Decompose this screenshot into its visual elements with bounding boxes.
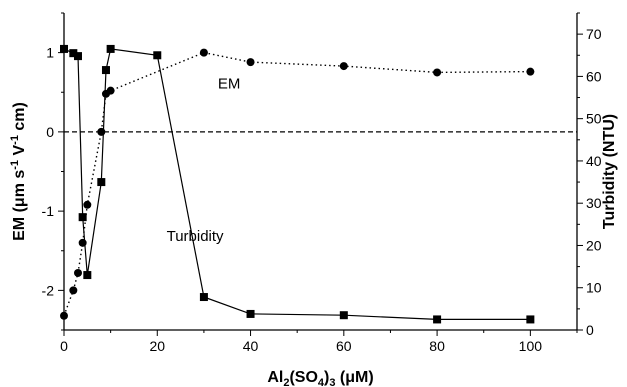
left-axis-title-part: V xyxy=(11,145,28,160)
turbidity-point xyxy=(339,311,348,320)
left-tick-label: -2 xyxy=(42,282,55,298)
right-tick-label: 70 xyxy=(586,26,602,42)
x-axis-title-part: 4 xyxy=(318,377,325,387)
right-tick-label: 20 xyxy=(586,237,602,253)
right-tick-label: 60 xyxy=(586,68,602,84)
turbidity-point xyxy=(69,49,78,58)
em-point xyxy=(69,286,78,295)
right-tick-label: 40 xyxy=(586,153,602,169)
x-tick-label: 20 xyxy=(149,338,165,354)
x-tick-label: 80 xyxy=(429,338,445,354)
x-tick-label: 40 xyxy=(243,338,259,354)
left-tick-label: -1 xyxy=(42,203,55,219)
turbidity-point xyxy=(78,213,87,222)
turbidity-point xyxy=(199,293,208,302)
axes xyxy=(58,12,583,336)
right-tick-label: 0 xyxy=(586,322,594,338)
left-axis-title: EM (μm s-1 V-1 cm) xyxy=(9,102,28,241)
left-tick-label: 0 xyxy=(46,124,54,140)
turbidity-point xyxy=(60,44,68,53)
em-point xyxy=(433,68,442,77)
turbidity-point xyxy=(246,309,255,318)
em-point xyxy=(339,62,348,71)
left-tick-label: 1 xyxy=(46,45,54,61)
right-tick-label: 50 xyxy=(586,111,602,127)
em-point xyxy=(526,67,535,76)
left-axis-title-part: -1 xyxy=(9,135,21,145)
turbidity-point xyxy=(433,315,442,324)
x-tick-label: 0 xyxy=(60,338,68,354)
turbidity-point xyxy=(106,44,115,53)
turbidity-point xyxy=(83,271,92,280)
em-point xyxy=(246,58,255,67)
annotation-em: EM xyxy=(218,75,241,92)
em-point xyxy=(83,200,92,209)
turbidity-line xyxy=(63,48,531,320)
right-tick-label: 30 xyxy=(586,195,602,211)
series xyxy=(60,44,535,324)
em-point xyxy=(60,311,68,320)
left-axis-title-part: -1 xyxy=(9,160,21,170)
x-axis-title-part: (μM) xyxy=(335,369,373,386)
right-tick-label: 10 xyxy=(586,280,602,296)
x-tick-label: 100 xyxy=(519,338,543,354)
right-axis-title: Turbidity (NTU) xyxy=(601,114,618,229)
turbidity-point xyxy=(526,315,535,324)
em-point xyxy=(106,86,115,95)
turbidity-point xyxy=(101,66,110,75)
turbidity-point xyxy=(73,52,82,61)
left-axis-title-part: EM (μm s xyxy=(11,170,28,241)
em-line xyxy=(63,51,531,316)
annotation-turbidity: Turbidity xyxy=(167,228,224,245)
x-axis-title-part: Al xyxy=(267,369,283,386)
labels: 0 20 40 60 80 100-2-101010203040506070EMTurbi… xyxy=(9,26,618,387)
turbidity-point xyxy=(97,178,106,187)
turbidity-point xyxy=(153,51,162,60)
em-point xyxy=(73,268,82,277)
x-axis-title-part: ) xyxy=(324,369,329,386)
x-axis-title: Al2(SO4)3 (μM) xyxy=(267,369,373,387)
x-axis-title-part: (SO xyxy=(289,369,317,386)
em-point xyxy=(199,48,208,57)
x-axis-title-part: 2 xyxy=(283,377,289,387)
x-axis-title-part: 3 xyxy=(329,377,335,387)
left-axis-title-part: cm) xyxy=(11,102,28,135)
x-tick-label: 60 xyxy=(336,338,352,354)
